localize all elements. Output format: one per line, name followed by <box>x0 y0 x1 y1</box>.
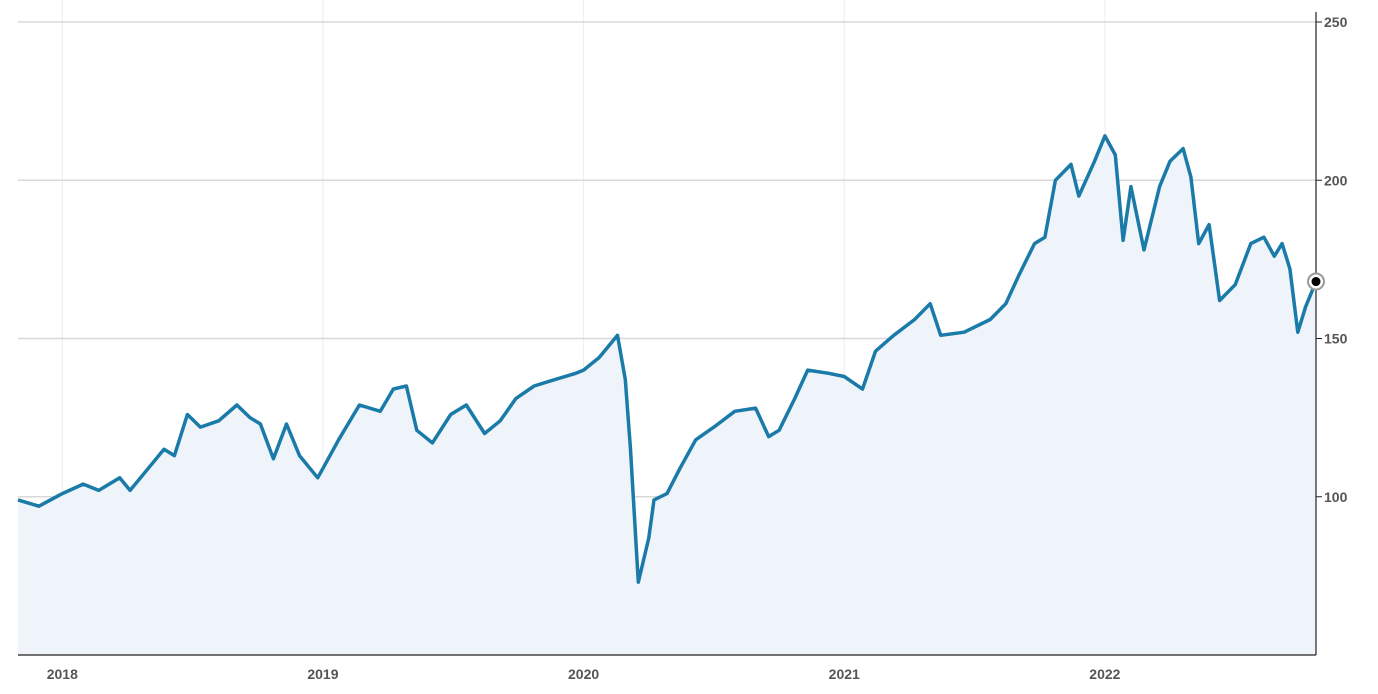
price-line <box>17 134 1318 584</box>
y-tick-label: 150 <box>1324 331 1348 347</box>
y-tick-label: 200 <box>1324 172 1348 188</box>
y-tick-label: 100 <box>1324 489 1348 505</box>
y-axis-labels: 100 150 200 250 <box>1324 14 1348 505</box>
x-tick-label: 2021 <box>829 666 860 682</box>
marker-dot <box>1311 277 1321 287</box>
x-tick-label: 2020 <box>568 666 599 682</box>
x-axis-labels: 2018 2019 2020 2021 2022 <box>47 666 1121 682</box>
last-value-marker[interactable] <box>1307 272 1325 291</box>
price-area-fill <box>18 135 1316 655</box>
x-tick-label: 2018 <box>47 666 78 682</box>
y-tick-label: 250 <box>1324 14 1348 30</box>
x-tick-label: 2022 <box>1089 666 1120 682</box>
x-tick-label: 2019 <box>307 666 338 682</box>
